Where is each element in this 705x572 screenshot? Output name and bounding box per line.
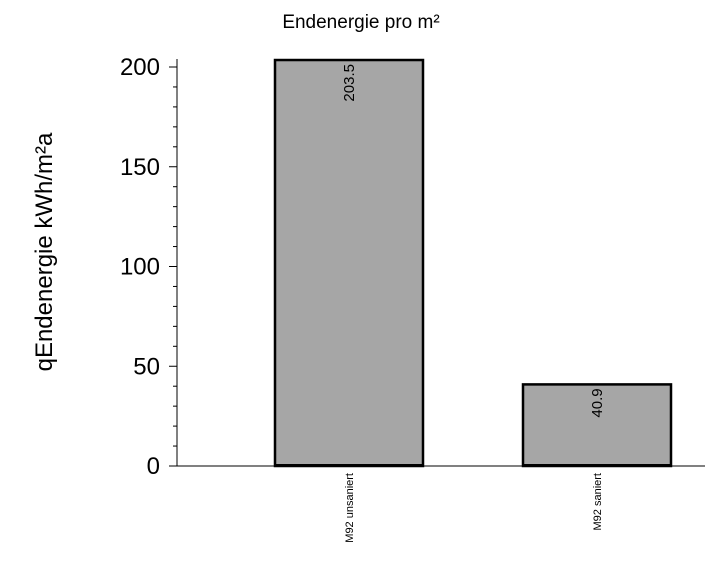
bar-data-labels: 203.5 40.9 (341, 64, 606, 418)
x-axis-tick-labels: M92 unsaniert M92 saniert (344, 473, 604, 543)
y-axis-tick-label: 100 (120, 254, 160, 281)
y-axis-label: qEndenergie kWh/m²a (31, 132, 58, 371)
x-axis-tick-label: M92 saniert (592, 473, 604, 530)
y-axis-tick-label: 50 (133, 353, 160, 380)
y-axis-tick-label: 200 (120, 54, 160, 81)
y-axis-minor-ticks (173, 86, 177, 447)
y-axis-tick-label: 0 (147, 453, 160, 480)
bar (521, 383, 673, 468)
y-axis-major-ticks: 0 50 100 150 200 (120, 54, 177, 480)
bar-series (273, 58, 673, 468)
bar-data-label: 40.9 (589, 388, 606, 417)
y-axis-tick-label: 150 (120, 154, 160, 181)
bar-data-label: 203.5 (341, 64, 358, 102)
x-axis-tick-label: M92 unsaniert (344, 473, 356, 543)
chart-title: Endenergie pro m² (282, 12, 439, 33)
bar (273, 58, 425, 468)
